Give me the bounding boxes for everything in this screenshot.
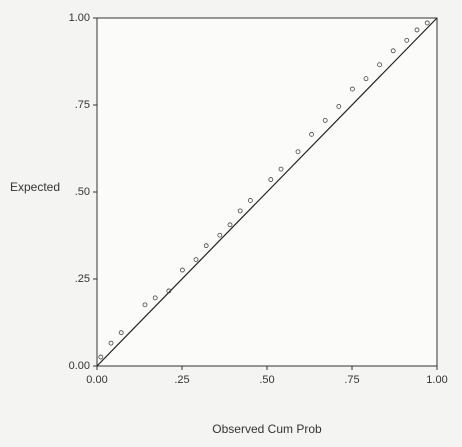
x-tick-label: .75 [344,374,359,386]
x-tick-label: .25 [174,374,189,386]
point [193,257,199,263]
point [390,48,396,54]
point [203,243,209,249]
point [414,27,420,33]
point [424,20,430,26]
x-tick-label: .50 [259,374,274,386]
point [404,37,410,43]
point [227,222,233,228]
point [142,302,148,308]
point [166,288,172,294]
point [237,208,243,214]
point [278,166,284,172]
point [118,330,124,336]
point [108,340,114,346]
point [336,104,342,109]
point [322,118,328,123]
point [295,149,301,155]
point [247,198,253,203]
y-axis-label: Expected [10,180,60,194]
y-tick-label: .50 [75,186,90,198]
point [179,267,185,273]
point [363,76,369,82]
point [217,232,223,238]
point [309,131,315,137]
y-tick-label: .25 [75,273,90,285]
y-tick-label: 1.00 [69,12,90,24]
point [98,354,104,360]
reference-line [96,17,438,367]
point [268,177,274,182]
x-axis-label: Observed Cum Prob [212,422,322,436]
y-tick-label: .75 [75,99,90,111]
point [349,86,355,92]
point [152,295,158,301]
x-tick-label: 1.00 [426,374,447,386]
point [377,62,383,68]
y-tick-label: 0.00 [69,360,90,372]
x-tick-label: 0.00 [86,374,107,386]
